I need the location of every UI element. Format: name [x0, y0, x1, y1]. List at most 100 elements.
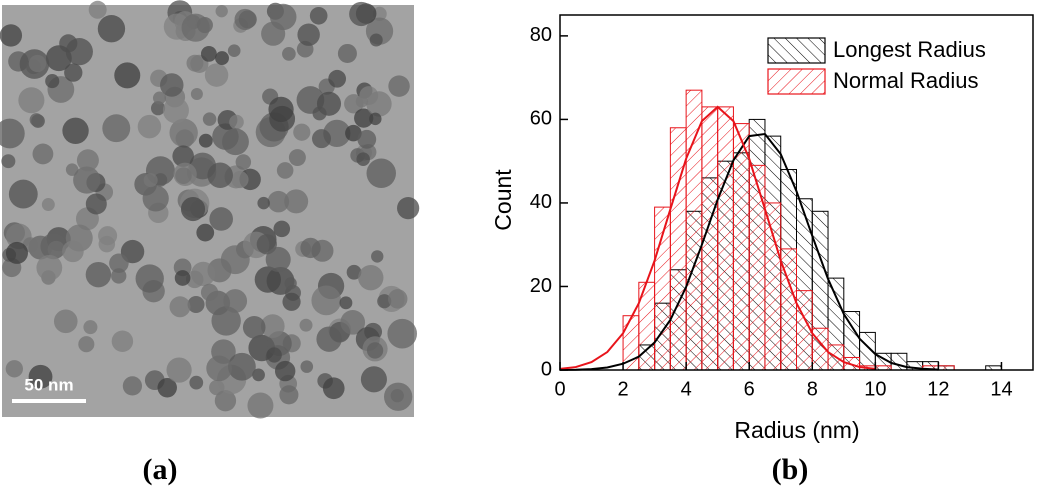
particle [1, 154, 16, 169]
y-tick-label: 60 [530, 108, 552, 130]
particle [65, 163, 79, 176]
particle [288, 149, 306, 167]
particle [162, 97, 189, 124]
particle [190, 88, 203, 101]
particle [369, 33, 383, 47]
particle [228, 352, 256, 381]
particle [153, 173, 168, 187]
particle [242, 315, 266, 339]
particle [220, 245, 250, 275]
particle [397, 196, 420, 220]
particle [231, 170, 249, 189]
particle [204, 63, 229, 87]
particle [187, 295, 205, 313]
particle [28, 364, 53, 389]
particle [355, 95, 369, 108]
histogram-bar [764, 202, 782, 371]
panel-caption: (b) [772, 453, 809, 486]
x-tick-label: 10 [864, 378, 886, 400]
particle [388, 289, 408, 309]
particle [169, 296, 191, 318]
particle [337, 43, 357, 63]
particle [102, 114, 131, 143]
particle [150, 101, 166, 116]
particle [247, 392, 274, 419]
x-tick-label: 12 [927, 378, 949, 400]
particle [349, 1, 374, 27]
particle [300, 360, 314, 373]
particle [266, 347, 282, 363]
particle [215, 51, 229, 66]
particle [311, 285, 342, 316]
particle [322, 377, 345, 400]
x-tick-label: 8 [807, 378, 818, 400]
particle [282, 292, 301, 311]
histogram-bar [748, 164, 766, 371]
particle [358, 265, 384, 291]
particle [260, 314, 285, 338]
particle [284, 277, 297, 290]
particle [32, 143, 54, 165]
particle [135, 264, 164, 293]
histogram-bar [717, 106, 734, 371]
particle [273, 220, 291, 238]
scale-bar-label: 50 nm [24, 375, 73, 394]
particle [254, 266, 281, 293]
particle [83, 320, 98, 335]
particle [261, 21, 286, 46]
legend-swatch [767, 37, 826, 64]
y-tick-label: 20 [530, 275, 552, 297]
legend-label: Longest Radius [833, 37, 986, 62]
particle [47, 240, 65, 259]
y-tick-label: 80 [530, 24, 552, 46]
particle [64, 63, 83, 82]
particle [346, 264, 362, 280]
particle [340, 310, 366, 335]
particle [36, 254, 63, 281]
particle [284, 189, 309, 214]
particle [267, 190, 290, 213]
particle [185, 270, 204, 289]
particle [5, 241, 28, 264]
particle [28, 54, 47, 73]
y-tick-label: 40 [530, 191, 552, 213]
particle [196, 223, 215, 242]
particle [312, 129, 332, 149]
particle [8, 179, 38, 209]
particle [122, 376, 143, 396]
particle [215, 5, 228, 18]
particle [189, 375, 204, 390]
particle [109, 253, 129, 274]
particle [73, 166, 101, 194]
tem-image [0, 0, 420, 419]
particle [114, 62, 141, 89]
particle [279, 385, 299, 405]
legend-label: Normal Radius [833, 68, 979, 93]
particle [169, 118, 198, 147]
particle [111, 268, 127, 284]
particle [227, 44, 241, 58]
particle [274, 360, 296, 382]
particle [143, 173, 158, 188]
particle [78, 336, 95, 353]
particle [354, 108, 374, 128]
particle [234, 8, 256, 31]
particle [387, 318, 418, 349]
particle [186, 54, 204, 72]
particle [160, 73, 184, 97]
particle [173, 162, 197, 186]
particle [76, 149, 99, 172]
particle [18, 87, 45, 114]
histogram-bar [732, 123, 750, 371]
particle [229, 114, 244, 130]
particle [388, 75, 410, 97]
particle [62, 117, 89, 144]
particle [366, 342, 384, 359]
x-tick-label: 4 [681, 378, 692, 400]
particle [137, 114, 162, 139]
particle [223, 289, 248, 313]
particle [299, 318, 313, 332]
x-axis-label: Radius (nm) [734, 417, 859, 443]
particle [200, 45, 217, 62]
particle [200, 283, 219, 301]
